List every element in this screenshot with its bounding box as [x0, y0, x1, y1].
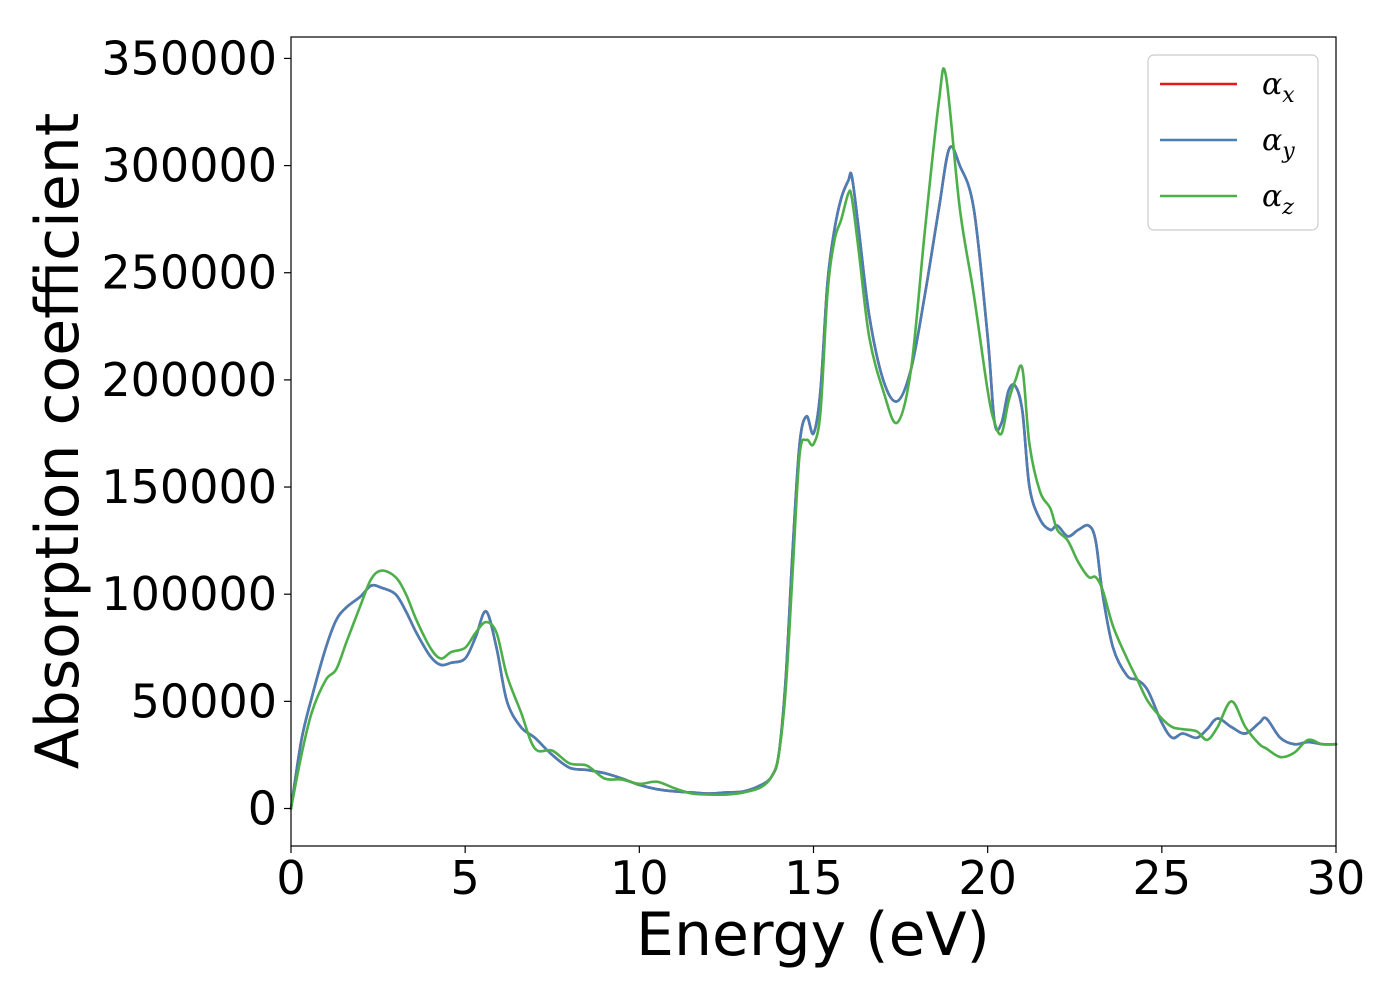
legend-subscript: y	[1281, 139, 1295, 164]
y-tick-label: 50000	[131, 674, 277, 728]
y-tick-label: 150000	[101, 460, 277, 514]
y-tick-label: 300000	[101, 139, 277, 193]
x-tick-label: 5	[451, 851, 480, 905]
y-tick-label: 0	[248, 781, 277, 835]
y-axis-label: Absorption coefficient	[23, 113, 93, 770]
x-tick-label: 20	[958, 851, 1017, 905]
y-tick-label: 250000	[101, 246, 277, 300]
x-tick-label: 10	[610, 851, 669, 905]
y-axis: 0 50000 100000 150000 200000 250000 300000 3500…	[101, 31, 291, 835]
legend-label-z: αz	[1262, 179, 1294, 220]
legend-symbol: α	[1262, 179, 1282, 214]
legend-subscript: x	[1282, 83, 1295, 108]
legend-subscript: z	[1281, 195, 1294, 220]
x-tick-label: 25	[1133, 851, 1192, 905]
legend-symbol: α	[1262, 67, 1282, 102]
series-line-z	[289, 67, 1338, 810]
legend-symbol: α	[1262, 123, 1282, 158]
series-lines	[289, 67, 1338, 810]
x-tick-label: 30	[1307, 851, 1366, 905]
series-line-y	[289, 145, 1338, 810]
x-axis: 0 5 10 15 20 25 30	[276, 846, 1365, 905]
x-tick-label: 0	[276, 851, 305, 905]
legend-label-y: αy	[1262, 123, 1295, 164]
legend-label-x: αx	[1262, 67, 1295, 108]
y-tick-label: 350000	[101, 31, 277, 85]
x-axis-label: Energy (eV)	[636, 900, 990, 970]
series-line-x	[289, 145, 1338, 810]
y-tick-label: 200000	[101, 353, 277, 407]
legend-box	[1147, 54, 1319, 231]
x-tick-label: 15	[784, 851, 843, 905]
y-tick-label: 100000	[101, 567, 277, 621]
